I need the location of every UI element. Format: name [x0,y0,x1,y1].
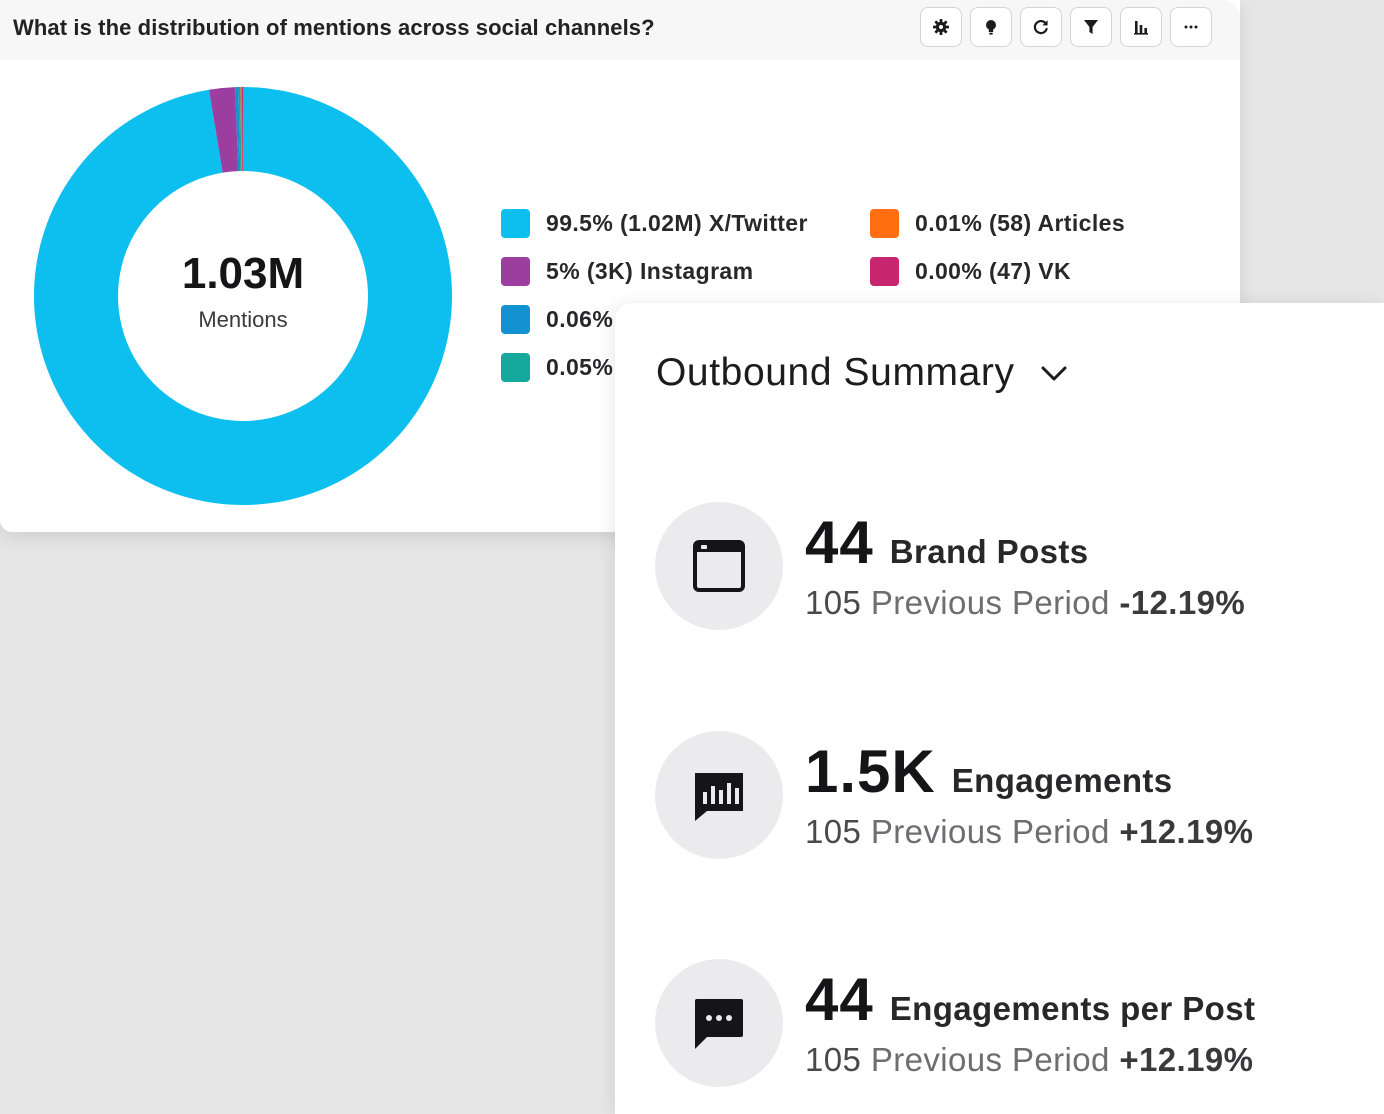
donut-slice-vk[interactable] [241,87,243,172]
metric-value: 44 [805,509,874,576]
metric-value: 1.5K [805,738,936,805]
legend-swatch [501,353,530,382]
total-mentions-value: 1.03M [181,249,305,298]
total-mentions-label: Mentions [198,307,288,332]
donut-slice-channel-4[interactable] [238,87,242,172]
legend-item-instagram[interactable]: 5% (3K) Instagram [501,257,753,286]
donut-center: 1.03M Mentions [33,86,453,506]
legend-swatch [501,305,530,334]
mentions-donut-chart: 1.03M Mentions [33,86,453,506]
legend-label: 0.05% [546,354,614,380]
metric-comparison: 105 Previous Period +12.19% [805,813,1253,851]
donut-slice-articles[interactable] [240,87,243,172]
legend-swatch [870,209,899,238]
metric-label: Engagements per Post [889,990,1256,1027]
previous-label: Previous Period [870,1041,1110,1078]
refresh-button[interactable] [1020,7,1062,47]
legend-label: 0.01% (58) Articles [915,210,1126,236]
more-options-button[interactable] [1170,7,1212,47]
metric-engagements-per-post: 44 Engagements per Post 105 Previous Per… [655,959,1355,1089]
donut-slice-channel-3[interactable] [235,87,241,172]
browser-window-icon [693,540,745,592]
legend-label: 5% (3K) Instagram [546,258,754,284]
message-dots-icon [695,999,743,1049]
outbound-summary-card: Outbound Summary 44 Brand Posts 105 Prev… [615,303,1384,1114]
legend-item-channel-4[interactable]: 0.05% [501,353,613,382]
legend-label: 0.06% [546,306,614,332]
donut-slice-x-twitter[interactable] [34,87,453,505]
legend-item-channel-3[interactable]: 0.06% [501,305,613,334]
metric-label: Engagements [951,762,1173,799]
delta-percent: +12.19% [1119,813,1254,850]
previous-value: 105 [805,584,862,621]
delta-percent: -12.19% [1119,584,1246,621]
gear-icon [933,19,949,35]
chevron-down-icon [1041,366,1067,381]
lightbulb-icon [986,20,996,35]
chart-comment-icon [695,773,743,821]
legend-swatch [870,257,899,286]
metric-brand-posts: 44 Brand Posts 105 Previous Period -12.1… [655,502,1355,632]
metric-main-line: 1.5K Engagements [805,737,1173,806]
donut-svg [34,87,453,505]
summary-dropdown[interactable]: Outbound Summary [656,351,1071,395]
metric-icon-circle [655,959,783,1087]
legend-swatch [501,257,530,286]
metric-engagements: 1.5K Engagements 105 Previous Period +12… [655,731,1355,861]
legend-label: 99.5% (1.02M) X/Twitter [546,210,808,236]
metric-main-line: 44 Engagements per Post [805,965,1255,1034]
legend-item-twitter[interactable]: 99.5% (1.02M) X/Twitter [501,209,808,238]
legend-item-articles[interactable]: 0.01% (58) Articles [870,209,1125,238]
refresh-icon [1033,19,1048,35]
settings-button[interactable] [920,7,962,47]
card-header: What is the distribution of mentions acr… [0,0,1240,60]
delta-percent: +12.19% [1119,1041,1254,1078]
filter-icon [1084,20,1098,34]
metric-comparison: 105 Previous Period -12.19% [805,584,1245,622]
widget-question-title: What is the distribution of mentions acr… [13,15,655,40]
metric-main-line: 44 Brand Posts [805,508,1089,577]
chart-type-button[interactable] [1120,7,1162,47]
summary-title: Outbound Summary [656,351,1015,394]
legend-swatch [501,209,530,238]
widget-toolbar [920,7,1212,47]
more-horizontal-icon [1184,25,1198,29]
donut-slice-instagram[interactable] [209,87,239,173]
insights-button[interactable] [970,7,1012,47]
legend-label: 0.00% (47) VK [915,258,1072,284]
bar-chart-icon [1134,21,1148,35]
previous-label: Previous Period [870,813,1110,850]
previous-value: 105 [805,1041,862,1078]
metric-icon-circle [655,731,783,859]
previous-label: Previous Period [870,584,1110,621]
filter-button[interactable] [1070,7,1112,47]
metric-label: Brand Posts [889,533,1089,570]
metric-comparison: 105 Previous Period +12.19% [805,1041,1253,1079]
metric-value: 44 [805,966,874,1033]
previous-value: 105 [805,813,862,850]
legend-item-vk[interactable]: 0.00% (47) VK [870,257,1071,286]
metric-icon-circle [655,502,783,630]
